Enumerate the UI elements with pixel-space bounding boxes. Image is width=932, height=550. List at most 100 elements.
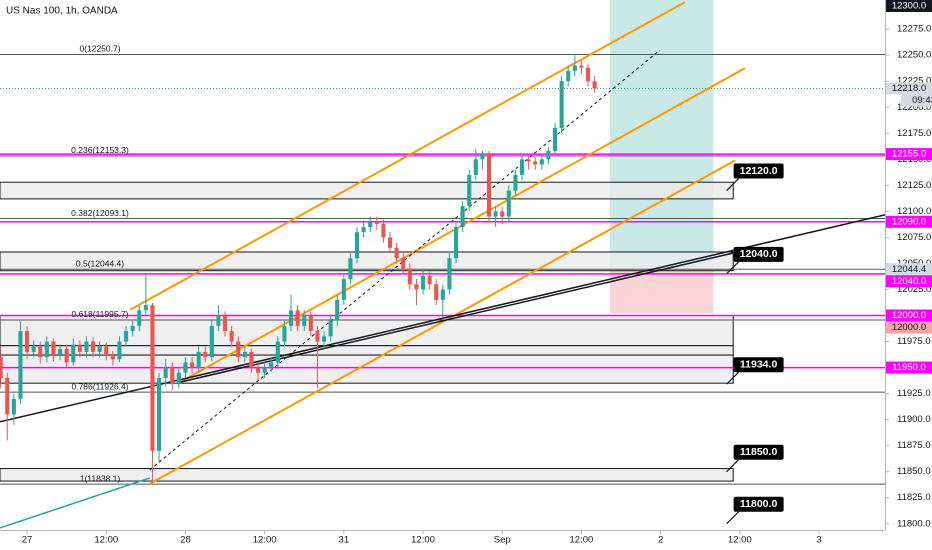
y-tick-label: 11975.0 [897, 336, 931, 347]
candle-body [420, 275, 426, 290]
candle-body [526, 159, 531, 162]
trendline [179, 252, 734, 383]
candle-body [183, 362, 188, 373]
fib-label: 0.786(11926.4) [71, 381, 128, 391]
candle-body [434, 284, 439, 300]
zone [0, 251, 734, 272]
candle-body [374, 221, 379, 224]
candle-body [552, 128, 558, 151]
callout-label: 11850.0 [740, 446, 778, 458]
candle-body [91, 341, 96, 352]
candle-body [559, 81, 564, 129]
candle-body [249, 351, 254, 368]
candle-body [170, 367, 175, 384]
price-tag-label: 12155.0 [892, 149, 926, 160]
candle-body [0, 357, 3, 378]
candle-body [486, 154, 492, 217]
candle-body [25, 331, 30, 352]
candle-body [533, 161, 538, 165]
candle-body [282, 325, 287, 342]
candle-body [394, 247, 399, 259]
callout-pointer [726, 511, 740, 525]
candle-body [539, 159, 544, 165]
x-tick-label: Sep [494, 535, 511, 546]
candle-body [566, 70, 571, 82]
x-tick-label: 12:00 [570, 535, 594, 546]
candle-body [473, 159, 478, 175]
y-tick-label: 12125.0 [897, 180, 931, 191]
y-tick-label: 12075.0 [897, 232, 931, 243]
price-tag-label: 12218.0 [892, 83, 926, 94]
y-tick-label: 12100.0 [897, 206, 931, 217]
candle-body [216, 315, 221, 326]
price-tag-label: 12044.4 [892, 264, 926, 275]
candle-body [11, 398, 16, 415]
candle-body [354, 232, 360, 259]
candle-body [229, 331, 234, 342]
x-tick-label: 27 [22, 535, 33, 546]
candle-body [453, 226, 459, 259]
candle-body [513, 174, 518, 191]
candle-body [592, 81, 597, 89]
x-tick-label: 12:00 [728, 535, 752, 546]
candle-body [308, 315, 313, 332]
zone [0, 345, 734, 356]
candle-body [97, 346, 102, 352]
candle-body [143, 305, 148, 311]
countdown: 09:43 [912, 95, 932, 106]
candle-body [368, 221, 373, 227]
fib-label: 0.382(12093.1) [71, 208, 129, 218]
callout-box [733, 246, 784, 262]
price-tag-label: 11950.0 [892, 362, 926, 373]
zone [0, 354, 734, 384]
zone [0, 468, 734, 482]
candle-body [467, 174, 472, 207]
price-tag-label: 12040.0 [892, 276, 926, 287]
y-tick-label: 11900.0 [897, 414, 931, 425]
candle-body [387, 237, 393, 248]
chart-title: US Nas 100, 1h, OANDA [6, 6, 118, 17]
candle-body [124, 331, 129, 342]
candle-body [176, 372, 181, 384]
x-tick-label: 2 [658, 535, 663, 546]
callout-box [733, 357, 784, 373]
y-tick-label: 11925.0 [897, 388, 931, 399]
candle-body [110, 355, 115, 360]
position-profit [609, 0, 714, 267]
callout-label: 12040.0 [740, 248, 778, 260]
candle-body [196, 351, 201, 368]
candle-body [31, 346, 36, 352]
candle-body [500, 211, 505, 217]
callout-label: 11934.0 [740, 359, 778, 371]
candle-body [137, 310, 142, 326]
callout-label: 12120.0 [740, 165, 778, 177]
x-tick-label: 12:00 [411, 535, 435, 546]
price-tag [886, 309, 932, 322]
callout-box [733, 163, 784, 179]
trendline [149, 159, 736, 485]
callout-box [733, 444, 784, 460]
price-tag [886, 321, 932, 334]
fib-label: 0(12250.7) [79, 44, 120, 54]
zone [0, 181, 734, 200]
candle-body [269, 362, 274, 368]
candle-body [58, 348, 63, 356]
y-tick-label: 11800.0 [897, 518, 931, 529]
price-tag [886, 148, 932, 161]
candle-body [203, 351, 208, 358]
candle-body [51, 341, 56, 356]
callout-pointer [726, 178, 740, 191]
candle-body [447, 258, 452, 290]
trendline [0, 477, 151, 529]
candle-body [302, 315, 307, 326]
y-tick-label: 11875.0 [897, 440, 931, 451]
candle-body [414, 284, 419, 290]
candle-body [579, 65, 584, 68]
candle-body [361, 226, 366, 233]
fib-label: 0.618(11995.7) [71, 309, 128, 319]
price-tag [886, 275, 932, 288]
candle-body [407, 268, 412, 285]
candle-body [328, 320, 333, 337]
candle-body [585, 67, 591, 82]
